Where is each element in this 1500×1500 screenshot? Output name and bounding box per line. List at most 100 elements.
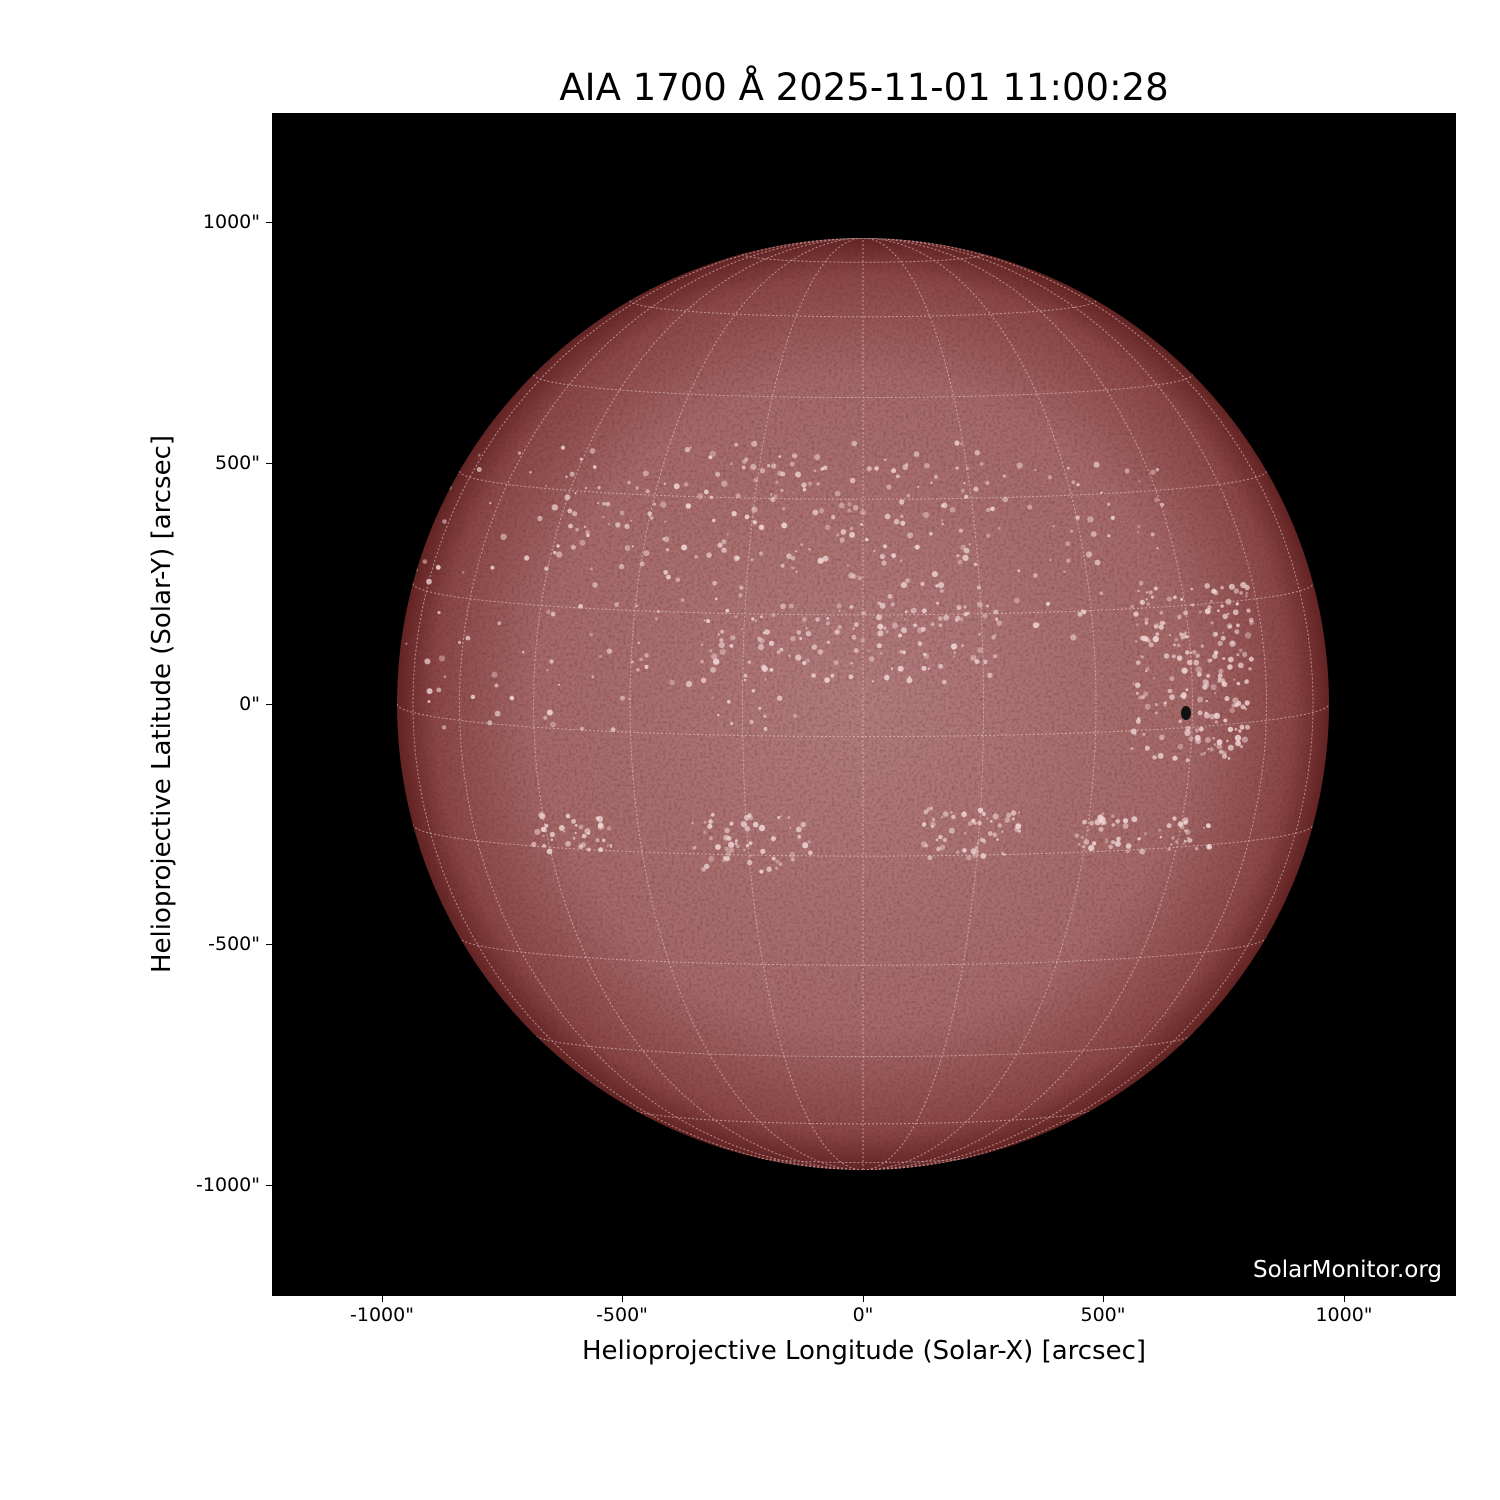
- plage-speck: [729, 847, 735, 853]
- plage-speck: [708, 455, 713, 460]
- plage-speck: [1245, 724, 1250, 730]
- plage-speck: [751, 689, 756, 693]
- plage-speck: [887, 593, 893, 599]
- plage-speck: [790, 556, 796, 561]
- plage-speck: [743, 678, 747, 682]
- plage-speck: [931, 817, 936, 822]
- plage-speck: [1239, 744, 1244, 749]
- plage-speck: [985, 480, 990, 486]
- plage-speck: [1063, 570, 1066, 574]
- plage-speck: [540, 826, 546, 833]
- plage-speck: [748, 841, 753, 846]
- plage-speck: [961, 644, 964, 647]
- plage-speck: [1214, 632, 1219, 636]
- plage-speck: [729, 644, 734, 648]
- plage-speck: [1226, 623, 1233, 630]
- plage-speck: [940, 589, 944, 593]
- plage-speck: [510, 696, 514, 700]
- plage-speck: [973, 562, 978, 567]
- plage-speck: [1172, 816, 1177, 821]
- plage-speck: [607, 522, 611, 526]
- plage-speck: [549, 831, 555, 838]
- plage-speck: [759, 869, 764, 874]
- plage-speck: [878, 633, 881, 636]
- plage-speck: [902, 650, 906, 655]
- plage-speck: [747, 859, 753, 866]
- plage-speck: [986, 533, 991, 538]
- plage-speck: [1221, 681, 1228, 687]
- plage-speck: [712, 580, 718, 586]
- plage-speck: [780, 815, 783, 818]
- plage-speck: [899, 650, 903, 654]
- plage-speck: [606, 844, 609, 847]
- plage-speck: [1124, 468, 1130, 474]
- plage-speck: [1085, 551, 1093, 558]
- plage-speck: [811, 673, 816, 678]
- plage-speck: [849, 526, 854, 531]
- plage-speck: [605, 501, 611, 507]
- plage-speck: [871, 680, 874, 683]
- plage-speck: [930, 622, 935, 627]
- plage-speck: [987, 831, 993, 836]
- plage-speck: [992, 813, 999, 820]
- plage-speck: [1221, 753, 1228, 759]
- plage-speck: [1135, 640, 1138, 643]
- plage-speck: [707, 823, 713, 829]
- plage-speck: [778, 455, 781, 458]
- plage-speck: [1184, 829, 1191, 835]
- plage-speck: [663, 570, 668, 575]
- plage-speck: [437, 494, 441, 498]
- plage-speck: [834, 490, 841, 497]
- plage-speck: [1248, 656, 1254, 662]
- plage-speck: [1138, 580, 1144, 586]
- plage-speck: [930, 481, 933, 485]
- plage-speck: [1216, 739, 1223, 746]
- plage-speck: [443, 675, 447, 679]
- plage-speck: [936, 846, 941, 852]
- plage-speck: [400, 537, 405, 543]
- plage-speck: [968, 543, 971, 546]
- plage-speck: [1184, 829, 1187, 832]
- plage-speck: [1034, 468, 1037, 472]
- plage-speck: [780, 488, 784, 492]
- plage-speck: [938, 834, 943, 840]
- plage-speck: [942, 837, 948, 843]
- plage-speck: [1135, 623, 1139, 627]
- plage-speck: [874, 466, 879, 471]
- plage-speck: [1167, 688, 1173, 694]
- plage-speck: [935, 838, 939, 842]
- plage-speck: [1150, 595, 1155, 599]
- plage-speck: [607, 826, 612, 831]
- plage-speck: [1190, 587, 1193, 591]
- plage-speck: [1046, 601, 1050, 606]
- plage-speck: [602, 515, 605, 519]
- plage-speck: [1202, 679, 1209, 686]
- plage-speck: [882, 544, 888, 549]
- plage-speck: [1093, 461, 1100, 468]
- plage-speck: [800, 821, 806, 828]
- plage-speck: [735, 493, 741, 499]
- plage-speck: [801, 482, 807, 488]
- plage-speck: [758, 824, 766, 832]
- plage-speck: [789, 826, 792, 829]
- plage-speck: [1223, 718, 1228, 723]
- plage-speck: [1166, 823, 1172, 829]
- longitude-line: [741, 238, 864, 1170]
- plage-speck: [1203, 826, 1205, 829]
- plage-speck: [995, 617, 999, 621]
- plage-speck: [539, 812, 546, 820]
- plage-speck: [808, 547, 811, 551]
- plage-speck: [1110, 840, 1116, 845]
- plage-speck: [624, 523, 630, 529]
- plot-title: AIA 1700 Å 2025-11-01 11:00:28: [559, 66, 1169, 109]
- plage-speck: [589, 448, 596, 454]
- plage-speck: [1232, 609, 1239, 616]
- plage-speck: [578, 604, 583, 609]
- plage-speck: [956, 605, 962, 611]
- plage-speck: [652, 502, 657, 506]
- plage-speck: [744, 826, 751, 832]
- plage-speck: [1206, 673, 1211, 679]
- plage-speck: [789, 461, 795, 467]
- plage-speck: [522, 651, 525, 654]
- plage-speck: [650, 516, 654, 520]
